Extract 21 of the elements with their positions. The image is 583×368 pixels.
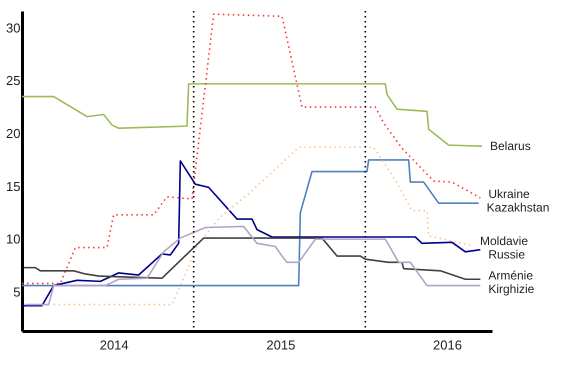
y-tick-label: 30 (6, 20, 20, 36)
y-tick-label: 25 (6, 73, 20, 88)
y-tick-label: 20 (6, 126, 20, 142)
line-series (22, 13, 482, 284)
series-label: Russie (488, 247, 526, 262)
line-series (52, 146, 473, 306)
line-series (24, 226, 482, 306)
series-label: Moldavie (480, 234, 528, 248)
series-label: Arménie (488, 268, 534, 283)
series-label: Belarus (490, 139, 531, 154)
series-label: Ukraine (488, 186, 530, 201)
y-tick-label: 5 (13, 284, 20, 300)
x-tick-label: 2015 (266, 338, 296, 352)
y-tick-label: 15 (6, 178, 20, 194)
series-label: Kirghizie (488, 282, 535, 296)
x-tick-label: 2014 (100, 338, 129, 352)
x-tick-label: 2016 (433, 338, 462, 352)
line-series (22, 83, 483, 147)
line-series (22, 237, 482, 280)
y-tick-label: 10 (6, 232, 20, 247)
series-label: Kazakhstan (486, 200, 550, 214)
